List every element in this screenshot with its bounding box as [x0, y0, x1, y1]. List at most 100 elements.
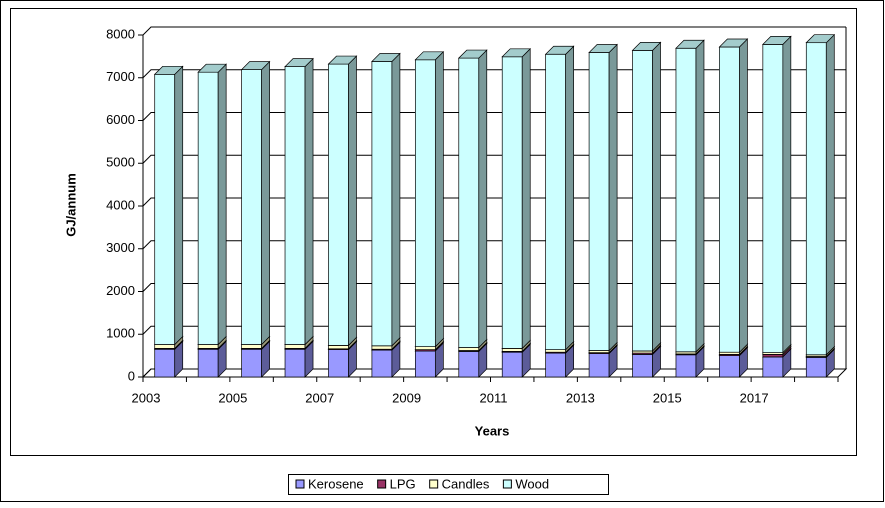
legend-label: Kerosene	[308, 476, 364, 491]
y-tick-label: 4000	[106, 197, 135, 212]
bar-front	[414, 350, 436, 378]
bar-front	[588, 353, 610, 378]
bar-segment	[327, 55, 358, 347]
legend-swatch	[377, 479, 387, 489]
bar-top	[197, 63, 228, 73]
bar-front	[675, 354, 697, 378]
legend-box	[288, 474, 609, 495]
bar-front	[501, 348, 523, 352]
bar-side	[825, 33, 835, 356]
bar-segment	[805, 33, 836, 356]
bar-front	[545, 349, 567, 353]
legend-swatch	[295, 479, 305, 489]
y-tick-label: 0	[128, 368, 135, 383]
bar-side	[565, 45, 575, 351]
bar-segment	[457, 49, 488, 349]
bar-front	[501, 56, 523, 349]
bar-side	[608, 43, 618, 352]
bar-front	[284, 344, 306, 349]
bar-front	[241, 348, 262, 378]
bar-side	[217, 63, 227, 346]
bar-front	[805, 356, 827, 378]
x-tick-label: 2005	[218, 390, 247, 405]
grid-line	[142, 26, 846, 36]
bar-side	[304, 57, 314, 346]
bar-side	[652, 41, 661, 352]
x-tick-label: 2017	[740, 390, 769, 405]
bar-front	[328, 345, 349, 350]
bar-top	[588, 44, 618, 53]
x-axis-label: Years	[475, 423, 510, 438]
x-tick-label: 2009	[392, 390, 421, 405]
bar-top	[327, 55, 358, 65]
y-axis-label: GJ/annum	[63, 173, 78, 237]
bar-front	[588, 52, 610, 351]
bar-front	[284, 348, 306, 378]
y-tick-label: 8000	[106, 26, 135, 41]
bar-top	[240, 61, 271, 70]
bar-front	[414, 59, 436, 347]
bar-top	[371, 53, 401, 62]
bar-front	[675, 47, 697, 353]
bar-segment	[501, 47, 532, 350]
bar-front	[545, 352, 567, 378]
bar-segment	[197, 63, 228, 346]
bar-front	[458, 57, 480, 348]
bar-front	[241, 69, 262, 345]
bar-front	[371, 61, 393, 347]
bar-front	[241, 344, 262, 349]
bar-front	[414, 346, 436, 350]
bar-front	[328, 349, 349, 378]
bar-front	[458, 351, 480, 378]
bar-front	[197, 71, 219, 345]
legend-label: Candles	[442, 476, 490, 491]
bar-top	[544, 45, 575, 55]
legend-label: LPG	[390, 476, 416, 491]
bar-segment	[544, 45, 575, 351]
y-tick-label: 2000	[106, 283, 135, 298]
y-tick-label: 6000	[106, 112, 135, 127]
bar-segment	[675, 39, 705, 353]
legend-label: Wood	[515, 476, 549, 491]
bar-segment	[284, 57, 314, 346]
bar-side	[391, 52, 401, 347]
bar-front	[501, 351, 523, 378]
bar-front	[284, 66, 306, 345]
bar-front	[154, 344, 176, 349]
bar-front	[762, 44, 784, 353]
y-tick-label: 7000	[106, 69, 135, 84]
bar-front	[197, 348, 219, 378]
x-tick-label: 2007	[305, 390, 334, 405]
bar-segment	[588, 43, 618, 352]
x-tick-label: 2013	[566, 390, 595, 405]
bar-top	[805, 34, 836, 44]
bar-front	[458, 347, 480, 351]
bar-top	[501, 48, 532, 58]
bar-side	[521, 47, 531, 350]
bar-side	[174, 65, 184, 346]
bar-top	[631, 42, 662, 51]
bar-top	[675, 39, 705, 49]
bar-side	[348, 55, 357, 347]
bar-top	[718, 38, 749, 48]
bar-side	[478, 49, 488, 349]
y-tick-label: 3000	[106, 240, 135, 255]
x-tick-label: 2003	[132, 390, 161, 405]
legend-swatch	[502, 479, 512, 489]
bar-front	[154, 348, 176, 378]
bar-front	[632, 50, 653, 352]
bar-top	[761, 36, 792, 45]
bar-side	[434, 50, 444, 348]
bar-front	[719, 46, 740, 353]
legend-swatch	[429, 479, 439, 489]
bar-segment	[371, 52, 401, 347]
bar-front	[632, 353, 653, 378]
bar-segment	[631, 41, 662, 352]
bar-front	[545, 53, 567, 350]
bar-top	[457, 49, 488, 59]
bar-front	[371, 345, 393, 350]
x-tick-label: 2011	[480, 390, 508, 405]
bar-top	[414, 51, 445, 61]
bar-segment	[240, 60, 271, 346]
